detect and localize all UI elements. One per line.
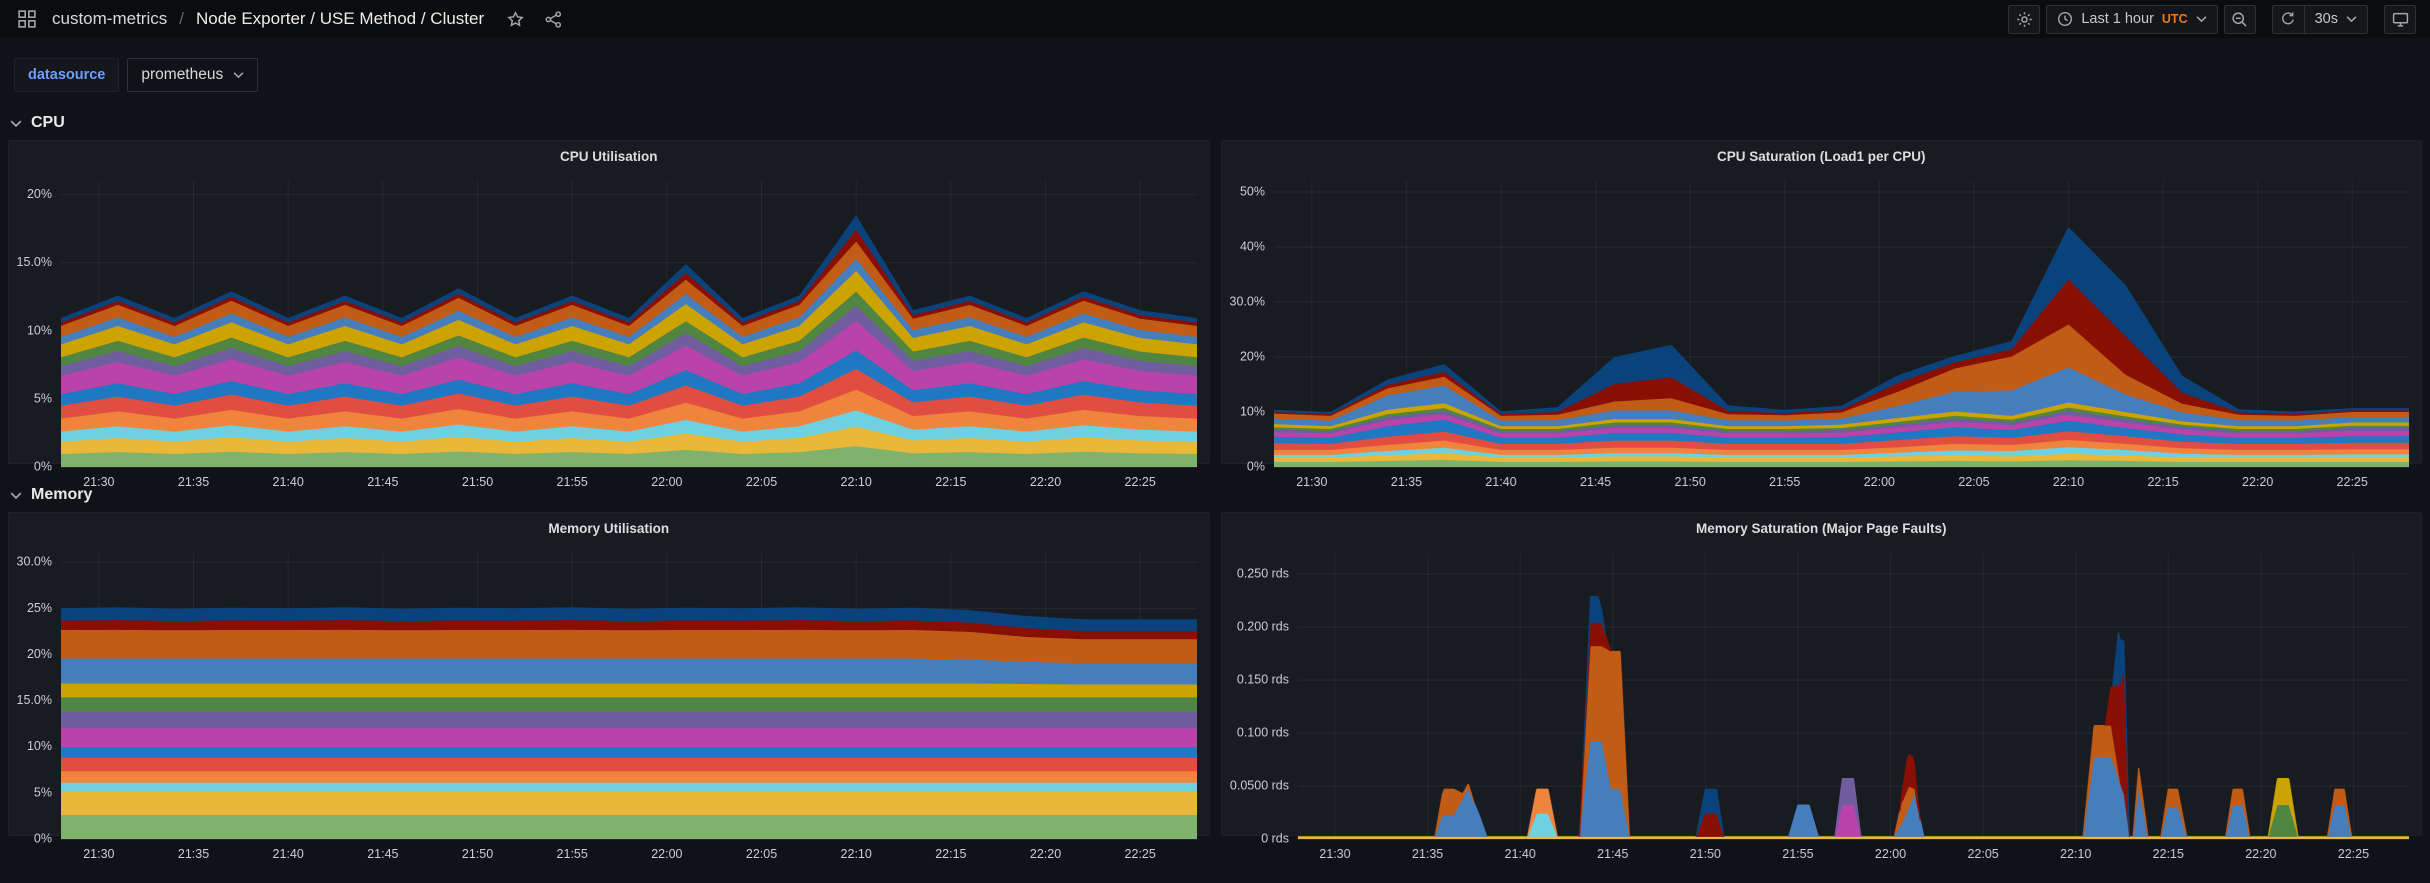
clock-icon	[2058, 11, 2073, 27]
zoom-out-time-button[interactable]	[2223, 4, 2256, 34]
breadcrumb-folder[interactable]: custom-metrics	[52, 9, 168, 28]
variable-label: datasource	[14, 58, 120, 92]
panel-title-cpu-saturation[interactable]: CPU Saturation (Load1 per CPU)	[1716, 148, 1926, 164]
refresh-icon	[2282, 12, 2294, 25]
dashboard-title[interactable]: Node Exporter / USE Method / Cluster	[195, 9, 485, 28]
dashboard-controls: Last 1 hour UTC 30s	[2008, 4, 2416, 34]
section-header-memory[interactable]: Memory	[0, 464, 2430, 512]
datasource-variable-select[interactable]: prometheus	[127, 58, 259, 92]
panel-memory-saturation: Memory Saturation (Major Page Faults)	[1220, 512, 2422, 865]
datasource-variable-value: prometheus	[141, 66, 224, 83]
panel-title-memory-saturation[interactable]: Memory Saturation (Major Page Faults)	[1695, 520, 1947, 536]
time-range-label: Last 1 hour	[2081, 11, 2154, 27]
chevron-down-icon	[233, 72, 244, 79]
refresh-button[interactable]	[2271, 4, 2304, 34]
panel-cpu-saturation: CPU Saturation (Load1 per CPU)	[1220, 140, 2422, 493]
panel-memory-utilisation: Memory Utilisation	[8, 512, 1210, 865]
breadcrumb-separator: /	[179, 9, 184, 28]
panel-title-memory-utilisation[interactable]: Memory Utilisation	[548, 520, 670, 536]
refresh-group: 30s	[2271, 4, 2368, 34]
magnifier-minus-icon	[2232, 11, 2247, 27]
star-icon[interactable]	[502, 6, 528, 32]
kiosk-mode-button[interactable]	[2384, 4, 2416, 34]
monitor-icon	[2392, 12, 2408, 27]
apps-grid-icon[interactable]	[14, 6, 40, 32]
refresh-interval-value: 30s	[2314, 11, 2338, 27]
chart-memory-saturation[interactable]	[1221, 543, 2421, 865]
panel-cpu-utilisation: CPU Utilisation	[8, 140, 1210, 493]
timezone-label: UTC	[2161, 12, 2188, 26]
chevron-down-icon	[10, 120, 22, 127]
chart-cpu-utilisation[interactable]	[9, 171, 1209, 493]
dashboard-settings-button[interactable]	[2008, 4, 2041, 34]
row-memory: Memory Utilisation Memory Saturation (Ma…	[0, 512, 2430, 865]
gear-icon	[2017, 11, 2032, 27]
panel-title-cpu-utilisation[interactable]: CPU Utilisation	[559, 148, 658, 164]
share-icon[interactable]	[540, 6, 566, 32]
chevron-down-icon	[10, 492, 22, 499]
chart-memory-utilisation[interactable]	[9, 543, 1209, 865]
section-title-memory: Memory	[31, 486, 93, 503]
top-nav-bar: custom-metrics / Node Exporter / USE Met…	[0, 0, 2430, 38]
chart-cpu-saturation[interactable]	[1221, 171, 2421, 493]
row-cpu: CPU Utilisation CPU Saturation (Load1 pe…	[0, 140, 2430, 493]
refresh-interval-select[interactable]: 30s	[2303, 4, 2368, 34]
section-header-cpu[interactable]: CPU	[0, 92, 2430, 140]
breadcrumb: custom-metrics / Node Exporter / USE Met…	[14, 6, 566, 32]
dashboard-submenu: datasource prometheus	[0, 38, 2430, 92]
section-title-cpu: CPU	[31, 114, 65, 131]
time-range-picker[interactable]: Last 1 hour UTC	[2046, 4, 2218, 34]
chevron-down-icon	[2196, 16, 2207, 23]
chevron-down-icon	[2346, 16, 2357, 23]
